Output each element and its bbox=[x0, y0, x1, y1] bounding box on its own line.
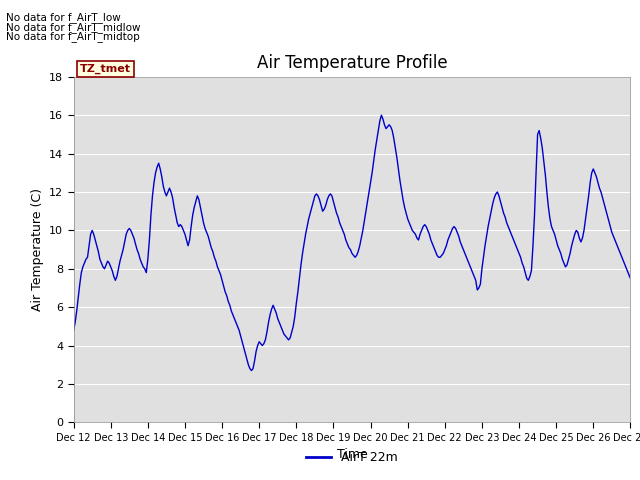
Text: TZ_tmet: TZ_tmet bbox=[80, 64, 131, 74]
Text: No data for f_AirT_midtop: No data for f_AirT_midtop bbox=[6, 31, 140, 42]
X-axis label: Time: Time bbox=[337, 448, 367, 461]
Text: No data for f_AirT_low: No data for f_AirT_low bbox=[6, 12, 121, 23]
Y-axis label: Air Temperature (C): Air Temperature (C) bbox=[31, 188, 44, 311]
Legend: AirT 22m: AirT 22m bbox=[301, 446, 403, 469]
Text: No data for f_AirT_midlow: No data for f_AirT_midlow bbox=[6, 22, 141, 33]
Title: Air Temperature Profile: Air Temperature Profile bbox=[257, 54, 447, 72]
